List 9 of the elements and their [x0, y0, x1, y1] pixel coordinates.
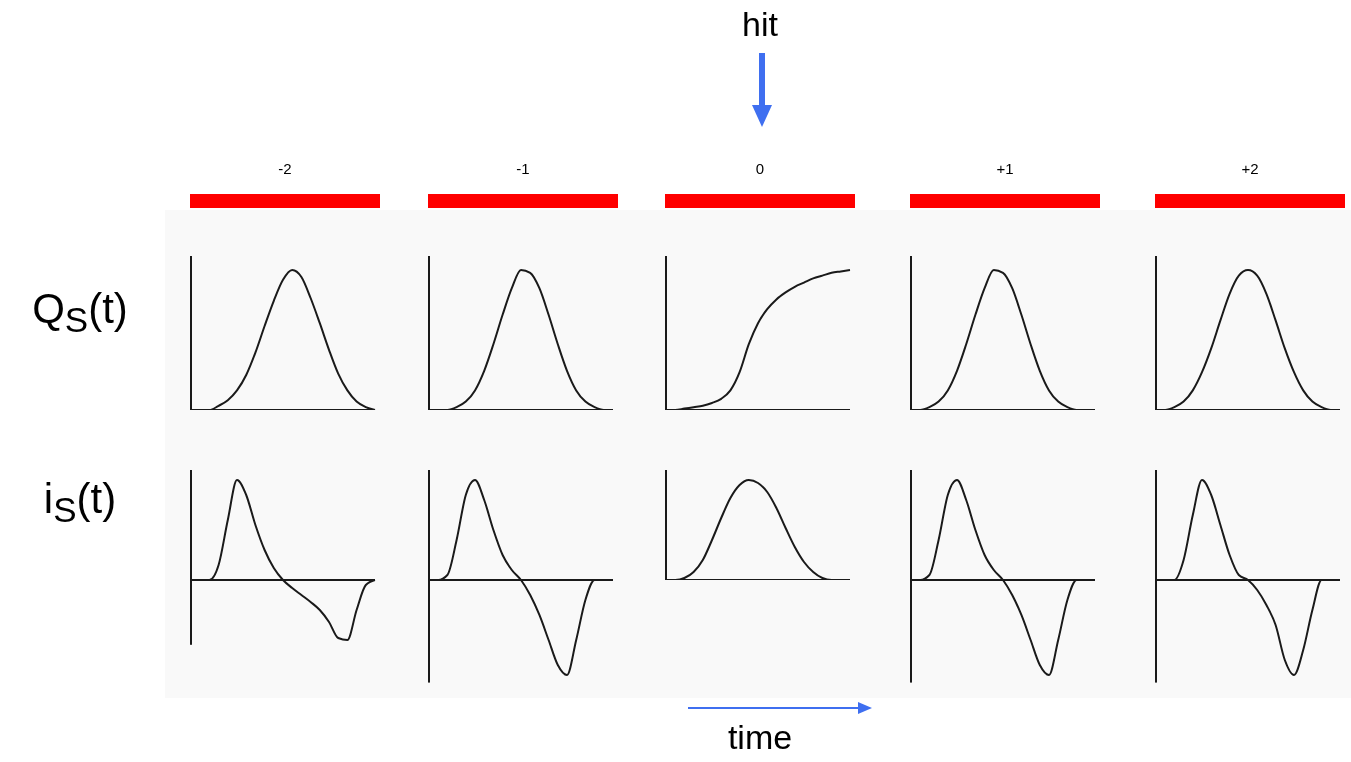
- y-axis-title: i$_{S}$(t): [42, 475, 118, 531]
- chart-title: -2: [277, 160, 293, 177]
- text: time: [726, 718, 794, 757]
- text: hit: [741, 5, 779, 44]
- chart-title: -1: [515, 160, 531, 177]
- chart-title: +1: [995, 160, 1015, 177]
- chart-title: 0: [754, 160, 766, 177]
- y-axis-title: Q$_{S}$(t): [31, 285, 129, 341]
- chart-title: +2: [1240, 160, 1260, 177]
